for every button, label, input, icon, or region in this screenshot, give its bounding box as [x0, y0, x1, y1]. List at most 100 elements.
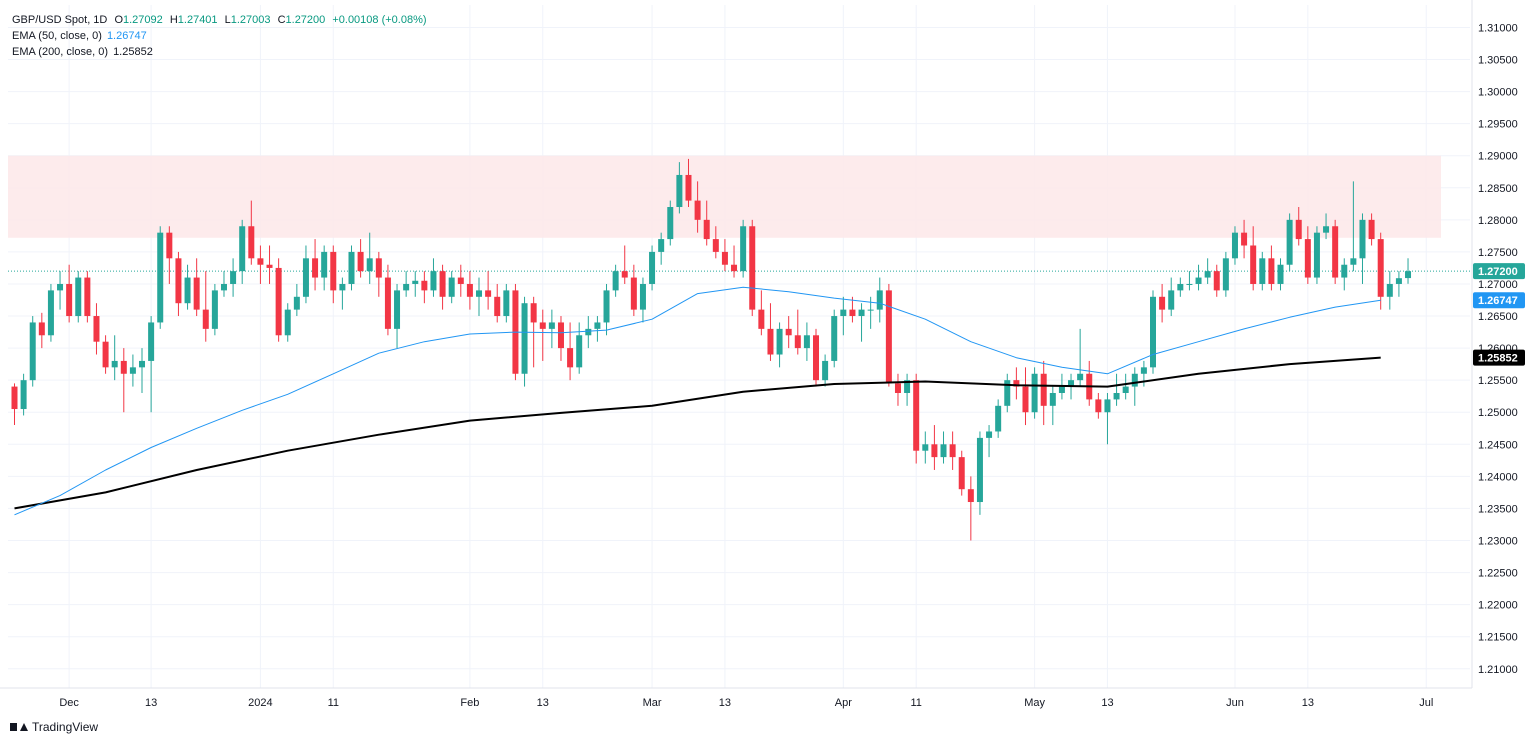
candle-body [1195, 277, 1202, 284]
candle-body [649, 251, 656, 284]
candle-body [430, 271, 437, 291]
price-tick-label: 1.23500 [1478, 503, 1518, 515]
price-tick-label: 1.27000 [1478, 279, 1518, 291]
candle-body [330, 251, 337, 291]
candle-body [794, 335, 801, 349]
high-label: H [169, 14, 178, 26]
candle-body [658, 239, 665, 252]
ema50-legend-label: EMA (50, close, 0) [12, 30, 102, 42]
candle-body [1241, 232, 1248, 246]
time-tick-label: Mar [643, 697, 662, 709]
price-tick-label: 1.21000 [1478, 664, 1518, 676]
candle-body [38, 322, 45, 336]
candle-body [348, 251, 355, 284]
ema50-line [14, 286, 1381, 516]
candle-body [84, 277, 91, 317]
candle-body [1231, 232, 1238, 259]
candle-body [1058, 386, 1065, 393]
candle-body [494, 296, 501, 317]
candle-body [931, 444, 938, 458]
candle-body [1313, 232, 1320, 278]
time-tick-label: Dec [59, 697, 79, 709]
chart-grid [8, 5, 1470, 688]
price-axis[interactable]: 1.31000 1.30500 1.30000 1.29500 1.29000 1.285… [1478, 22, 1518, 675]
candle-body [375, 258, 382, 278]
candle-body [1268, 258, 1275, 284]
time-tick-label: Feb [460, 697, 479, 709]
candle-body [840, 309, 847, 317]
ema50-price-label: 1.26747 [1478, 295, 1518, 307]
candle-body [1304, 239, 1311, 278]
candle-body [1013, 380, 1020, 387]
low-value: 1.27003 [230, 14, 271, 26]
price-tick-label: 1.24500 [1478, 439, 1518, 451]
candle-body [603, 290, 610, 323]
time-tick-label: May [1024, 697, 1045, 709]
candle-body [858, 309, 865, 317]
open-label: O [114, 14, 123, 26]
candle-body [357, 251, 364, 272]
candle-body [394, 290, 401, 329]
candle-body [1049, 392, 1056, 406]
candle-body [120, 360, 127, 374]
ema50-badge [1473, 292, 1525, 309]
candle-body [1068, 380, 1075, 387]
ohlc-row[interactable]: GBP/USD Spot, 1D O1.27092 H1.27401 L1.27… [12, 12, 427, 28]
ema200-legend-row[interactable]: EMA (200, close, 0) 1.25852 [12, 44, 427, 60]
candle-body [576, 335, 583, 368]
candle-body [694, 200, 701, 220]
time-tick-label: Jun [1226, 697, 1244, 709]
candle-body [93, 316, 100, 342]
candle-body [220, 283, 227, 291]
high-value: 1.27401 [177, 14, 218, 26]
candle-body [1341, 264, 1348, 278]
candle-body [202, 309, 209, 329]
time-tick-label: 13 [537, 697, 549, 709]
current-price-badge [1473, 263, 1525, 280]
candle-body [521, 303, 528, 374]
time-tick-label: 13 [719, 697, 731, 709]
candle-body [1077, 373, 1084, 381]
candle-body [958, 457, 965, 490]
symbol-title[interactable]: GBP/USD Spot, 1D [12, 14, 108, 26]
time-tick-label: 11 [328, 697, 339, 709]
price-tick-label: 1.22500 [1478, 568, 1518, 580]
price-tick-label: 1.23000 [1478, 535, 1518, 547]
candle-body [1350, 258, 1357, 265]
price-tick-label: 1.28000 [1478, 215, 1518, 227]
candle-body [1040, 373, 1047, 406]
candle-body [676, 174, 683, 208]
close-label: C [277, 14, 286, 26]
candle-body [1104, 399, 1111, 413]
ema50-legend-row[interactable]: EMA (50, close, 0) 1.26747 [12, 28, 427, 44]
current-price-label: 1.27200 [1478, 266, 1518, 278]
candle-body [922, 444, 929, 451]
chart-legend: GBP/USD Spot, 1D O1.27092 H1.27401 L1.27… [12, 12, 427, 60]
candle-body [885, 290, 892, 384]
candle-body [721, 251, 728, 265]
candle-body [312, 258, 319, 278]
candle-body [913, 380, 920, 451]
candle-body [1177, 283, 1184, 291]
tradingview-logo[interactable]: TradingView [10, 720, 98, 734]
candle-body [904, 380, 911, 393]
ema200-line [14, 356, 1381, 510]
candle-body [1323, 226, 1330, 233]
price-tick-label: 1.25000 [1478, 407, 1518, 419]
candle-body [75, 277, 82, 317]
candle-body [257, 258, 264, 265]
time-tick-label: Apr [835, 697, 852, 709]
price-tick-label: 1.31000 [1478, 22, 1518, 34]
candle-body [1004, 380, 1011, 406]
candle-body [248, 226, 255, 259]
candle-body [1213, 271, 1220, 291]
candle-body [703, 219, 710, 240]
price-tick-label: 1.27500 [1478, 247, 1518, 259]
tradingview-icon [10, 721, 28, 733]
time-axis[interactable]: Dec 13 2024 11 Feb 13 Mar 13 Apr 11 May 13 Jun 13 Jul [59, 697, 1433, 709]
candle-body [193, 277, 200, 310]
candle-body [1222, 258, 1229, 291]
candle-body [166, 232, 173, 259]
time-tick-label: 11 [910, 697, 921, 709]
